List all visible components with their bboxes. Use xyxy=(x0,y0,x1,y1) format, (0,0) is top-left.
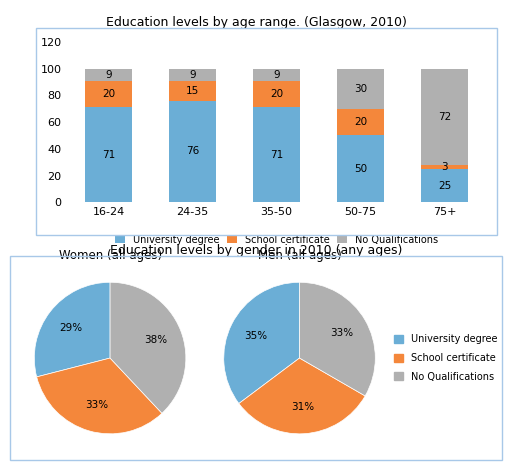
Text: 76: 76 xyxy=(186,146,199,157)
Bar xyxy=(86,69,132,80)
Legend: University degree, School certificate, No Qualifications: University degree, School certificate, N… xyxy=(394,334,497,382)
Text: 71: 71 xyxy=(102,150,115,160)
Bar xyxy=(253,69,300,80)
Text: 9: 9 xyxy=(105,70,112,80)
Bar xyxy=(253,107,300,202)
Text: 3: 3 xyxy=(441,162,447,172)
Bar xyxy=(337,109,383,135)
Text: 35%: 35% xyxy=(244,331,267,341)
Wedge shape xyxy=(239,358,365,434)
Wedge shape xyxy=(110,282,186,413)
Text: 72: 72 xyxy=(438,112,451,122)
Text: 71: 71 xyxy=(270,150,283,160)
Text: 29%: 29% xyxy=(59,323,83,333)
Text: 33%: 33% xyxy=(331,328,354,339)
Text: 9: 9 xyxy=(273,70,280,80)
Wedge shape xyxy=(224,282,300,404)
Bar xyxy=(253,80,300,107)
Text: 50: 50 xyxy=(354,164,367,174)
Text: Education levels by gender in 2010 (any ages): Education levels by gender in 2010 (any … xyxy=(110,244,402,257)
Legend: University degree, School certificate, No Qualifications: University degree, School certificate, N… xyxy=(112,231,441,249)
Text: 33%: 33% xyxy=(85,400,108,410)
Bar xyxy=(337,69,383,109)
Bar xyxy=(86,107,132,202)
Bar xyxy=(337,135,383,202)
Bar xyxy=(86,80,132,107)
Text: 31%: 31% xyxy=(291,402,314,412)
Wedge shape xyxy=(37,358,162,434)
Bar xyxy=(169,80,216,101)
Text: 20: 20 xyxy=(102,89,115,99)
Bar xyxy=(169,69,216,80)
Text: 20: 20 xyxy=(354,117,367,127)
Text: Education levels by age range. (Glasgow, 2010): Education levels by age range. (Glasgow,… xyxy=(105,16,407,29)
Text: 9: 9 xyxy=(189,70,196,80)
Text: 25: 25 xyxy=(438,180,451,191)
Bar xyxy=(421,69,467,165)
Bar xyxy=(421,169,467,202)
Wedge shape xyxy=(300,282,375,396)
Text: 20: 20 xyxy=(270,89,283,99)
Text: 30: 30 xyxy=(354,84,367,93)
Title: Men (all ages): Men (all ages) xyxy=(258,249,342,262)
Title: Women (all ages): Women (all ages) xyxy=(58,249,162,262)
Bar xyxy=(169,101,216,202)
Wedge shape xyxy=(34,282,110,377)
Bar xyxy=(421,165,467,169)
Text: 38%: 38% xyxy=(144,335,167,345)
Text: 15: 15 xyxy=(186,86,199,96)
